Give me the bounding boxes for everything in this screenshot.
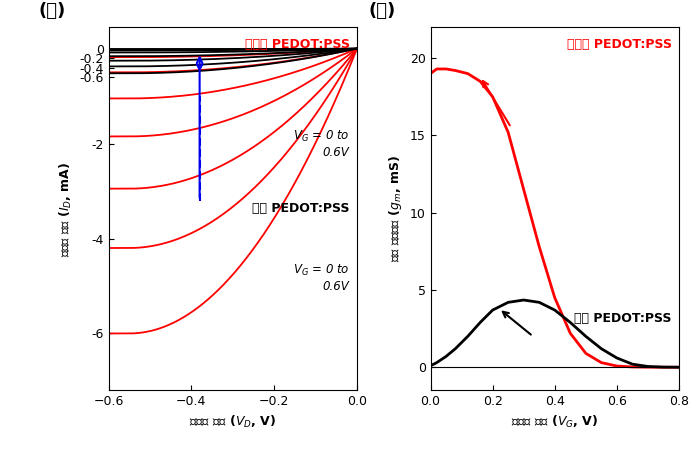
Text: 결정성 PEDOT:PSS: 결정성 PEDOT:PSS [566, 38, 671, 51]
Text: (나): (나) [368, 2, 395, 20]
Text: $V_G$ = 0 to
0.6V: $V_G$ = 0 to 0.6V [293, 129, 349, 159]
Text: (가): (가) [39, 2, 66, 20]
X-axis label: 게이트 전압 ($V_G$, V): 게이트 전압 ($V_G$, V) [511, 414, 598, 430]
Text: $V_G$ = 0 to
0.6V: $V_G$ = 0 to 0.6V [293, 263, 349, 293]
Text: 결정성 PEDOT:PSS: 결정성 PEDOT:PSS [244, 38, 349, 51]
Text: 기존 PEDOT:PSS: 기존 PEDOT:PSS [252, 202, 349, 215]
Y-axis label: 상호 컨덕턴스 ($g_m$, mS): 상호 컨덕턴스 ($g_m$, mS) [387, 155, 404, 262]
Text: 기존 PEDOT:PSS: 기존 PEDOT:PSS [574, 312, 671, 325]
X-axis label: 드레인 전압 ($V_D$, V): 드레인 전압 ($V_D$, V) [189, 414, 276, 430]
Y-axis label: 드레인 전류 ($I_D$, mA): 드레인 전류 ($I_D$, mA) [57, 161, 74, 257]
